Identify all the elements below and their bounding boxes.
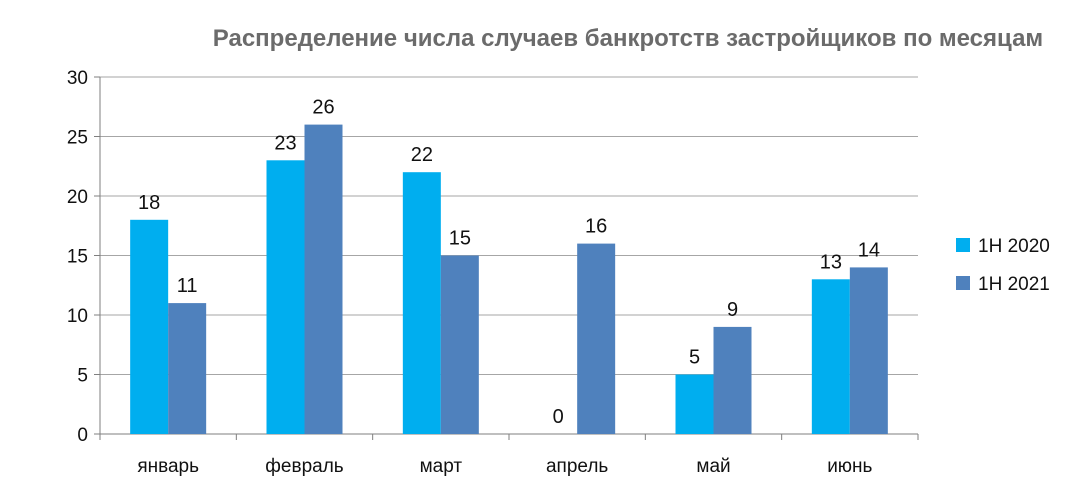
data-label: 18 bbox=[138, 192, 160, 214]
data-label: 23 bbox=[274, 132, 296, 154]
legend-swatch bbox=[956, 276, 970, 290]
bar bbox=[811, 279, 850, 434]
y-tick-label: 20 bbox=[67, 187, 88, 208]
x-tick-label: май bbox=[696, 456, 730, 477]
data-labels: 18 11 23 26 22 15 0 16 5 9 13 14 bbox=[138, 97, 880, 428]
y-tick-label: 15 bbox=[67, 247, 88, 268]
data-label: 13 bbox=[820, 251, 842, 273]
y-tick-label: 5 bbox=[77, 366, 88, 387]
data-label: 14 bbox=[858, 239, 880, 261]
data-label: 5 bbox=[689, 347, 700, 369]
y-tick-label: 30 bbox=[67, 68, 88, 89]
bar bbox=[440, 255, 479, 434]
y-tick-label: 10 bbox=[67, 306, 88, 327]
bar bbox=[675, 374, 714, 434]
gridlines bbox=[100, 76, 918, 375]
bar bbox=[266, 160, 305, 435]
chart-title: Распределение числа случаев банкротств з… bbox=[213, 25, 1043, 52]
y-tick-label: 25 bbox=[67, 128, 88, 149]
data-label: 16 bbox=[585, 216, 607, 238]
x-axis: январь февраль март апрель май июнь bbox=[99, 433, 919, 477]
bar bbox=[130, 219, 169, 434]
y-tick-label: 0 bbox=[77, 425, 88, 446]
data-label: 15 bbox=[449, 228, 471, 250]
legend-label: 1H 2021 bbox=[978, 274, 1050, 295]
data-label: 9 bbox=[727, 299, 738, 321]
data-label: 0 bbox=[553, 406, 564, 428]
bars bbox=[130, 124, 888, 435]
bar bbox=[304, 124, 343, 434]
y-axis: 0 5 10 15 20 25 30 bbox=[67, 68, 101, 446]
x-tick-label: апрель bbox=[546, 456, 608, 477]
bar bbox=[402, 172, 441, 434]
data-label: 26 bbox=[312, 97, 334, 119]
x-tick-label: июнь bbox=[827, 456, 872, 477]
bar bbox=[577, 243, 616, 434]
x-tick-label: март bbox=[420, 456, 463, 477]
bar bbox=[713, 326, 752, 434]
data-label: 22 bbox=[411, 144, 433, 166]
data-label: 11 bbox=[177, 275, 198, 297]
bar bbox=[849, 267, 888, 434]
bar bbox=[168, 303, 207, 434]
x-tick-label: январь bbox=[137, 456, 199, 477]
legend: 1H 2020 1H 2021 bbox=[956, 236, 1050, 295]
legend-label: 1H 2020 bbox=[978, 236, 1050, 257]
legend-swatch bbox=[956, 238, 970, 252]
x-tick-label: февраль bbox=[265, 456, 344, 477]
